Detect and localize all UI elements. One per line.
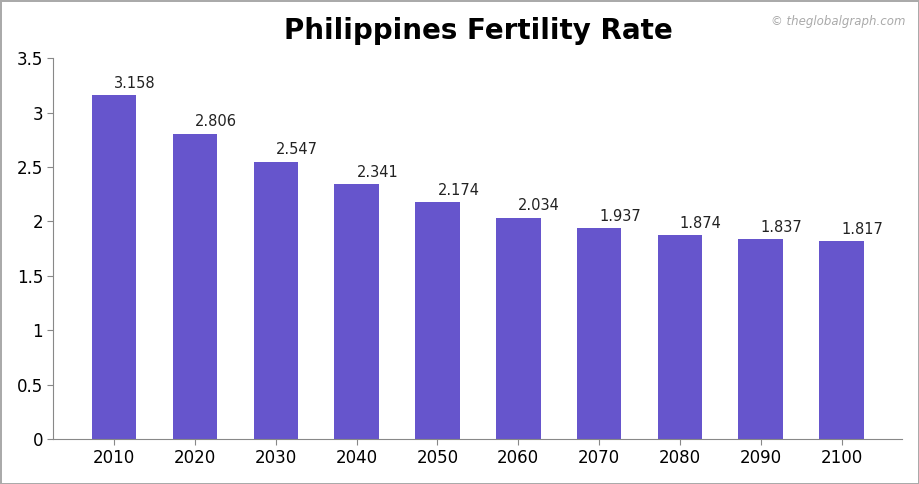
Text: © theglobalgraph.com: © theglobalgraph.com bbox=[771, 15, 905, 28]
Bar bbox=[92, 95, 137, 439]
Text: 1.817: 1.817 bbox=[842, 222, 883, 237]
Bar bbox=[739, 239, 783, 439]
Bar bbox=[335, 184, 379, 439]
Bar bbox=[577, 228, 621, 439]
Text: 3.158: 3.158 bbox=[114, 76, 156, 91]
Bar bbox=[496, 218, 540, 439]
Bar bbox=[254, 162, 298, 439]
Text: 2.341: 2.341 bbox=[357, 165, 399, 180]
Text: 2.806: 2.806 bbox=[195, 114, 237, 129]
Title: Philippines Fertility Rate: Philippines Fertility Rate bbox=[284, 16, 673, 45]
Text: 2.034: 2.034 bbox=[518, 198, 561, 213]
Text: 1.937: 1.937 bbox=[599, 209, 641, 224]
Bar bbox=[415, 202, 460, 439]
Text: 1.837: 1.837 bbox=[761, 220, 802, 235]
Bar bbox=[658, 235, 702, 439]
Text: 2.547: 2.547 bbox=[276, 142, 318, 157]
Bar bbox=[820, 241, 864, 439]
Text: 2.174: 2.174 bbox=[437, 183, 480, 198]
Bar bbox=[173, 134, 217, 439]
Text: 1.874: 1.874 bbox=[680, 216, 721, 231]
